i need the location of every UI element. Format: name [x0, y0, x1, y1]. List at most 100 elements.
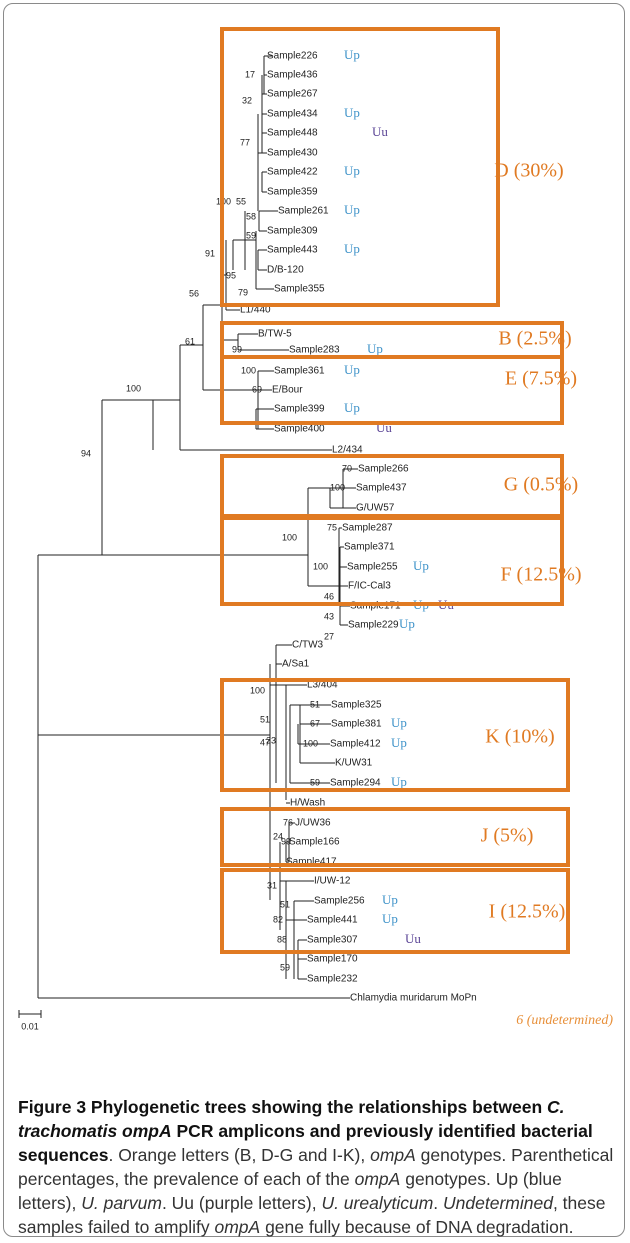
clade-box [220, 516, 564, 606]
bootstrap-value: 76 [283, 817, 293, 827]
taxon-label: Sample294 [330, 778, 381, 789]
phylogenetic-tree: Sample226 Up Sample436 Sample267 Sample434 Up… [18, 27, 613, 1031]
taxon-label: Sample170 [307, 954, 358, 965]
taxon-label: Sample436 [267, 70, 318, 81]
uu-marker: Uu [372, 124, 388, 139]
up-marker: Up [391, 715, 407, 730]
taxon-label: Sample232 [307, 974, 358, 985]
taxon-label: Sample255 [347, 562, 398, 573]
clade-label: F (12.5%) [500, 564, 581, 586]
up-marker: Up [399, 616, 415, 631]
taxon-label: Sample448 [267, 128, 318, 139]
clade-box [220, 678, 570, 792]
taxon-label: Chlamydia muridarum MoPn [350, 993, 477, 1004]
taxon-label: Sample412 [330, 739, 381, 750]
bootstrap-value: 100 [330, 482, 345, 492]
scale-label: 0.01 [21, 1021, 39, 1031]
taxon-label: C/TW3 [292, 640, 324, 651]
up-marker: Up [344, 362, 360, 377]
bootstrap-value: 51 [260, 714, 270, 724]
taxon-label: A/Sa1 [282, 659, 310, 670]
taxon-label: L3/404 [307, 680, 338, 691]
taxon-label: Sample361 [274, 366, 325, 377]
taxon-label: Sample266 [358, 464, 409, 475]
up-marker: Up [391, 735, 407, 750]
bootstrap-value: 69 [252, 384, 262, 394]
bootstrap-value: 100 [241, 365, 256, 375]
bootstrap-value: 61 [185, 336, 195, 346]
bootstrap-value: 82 [273, 914, 283, 924]
taxon-label: Sample226 [267, 51, 318, 62]
taxon-label: Sample166 [289, 837, 340, 848]
taxon-label: Sample371 [344, 542, 395, 553]
up-marker: Up [382, 911, 398, 926]
taxon-label: F/IC-Cal3 [348, 581, 391, 592]
uu-marker: Uu [405, 931, 421, 946]
clade-box [220, 355, 564, 425]
bootstrap-value: 100 [250, 685, 265, 695]
clade-label: E (7.5%) [505, 368, 577, 390]
taxon-label: Sample437 [356, 483, 407, 494]
taxon-label: Sample381 [331, 719, 382, 730]
caption-title: Figure 3 Phylogenetic trees showing the … [18, 1097, 593, 1165]
bootstrap-value: 56 [189, 288, 199, 298]
taxon-label: Sample307 [307, 935, 358, 946]
up-marker: Up [413, 558, 429, 573]
bootstrap-value: 79 [238, 287, 248, 297]
bootstrap-value: 55 [236, 196, 246, 206]
bootstrap-value: 27 [324, 631, 334, 641]
up-marker: Up [344, 241, 360, 256]
up-marker: Up [344, 202, 360, 217]
bootstrap-value: 100 [303, 738, 318, 748]
bootstrap-value: 46 [324, 591, 334, 601]
bootstrap-value: 99 [281, 836, 291, 846]
bootstrap-value: 99 [232, 344, 242, 354]
up-marker: Up [344, 47, 360, 62]
taxon-label: Sample417 [286, 857, 337, 868]
bootstrap-value: 59 [246, 230, 256, 240]
taxon-label: Sample359 [267, 187, 318, 198]
up-marker: Up [344, 163, 360, 178]
up-marker: Up [391, 774, 407, 789]
clade-label: I (12.5%) [489, 901, 566, 923]
bootstrap-value: 95 [226, 270, 236, 280]
figure-caption: Figure 3 Phylogenetic trees showing the … [18, 1097, 614, 1237]
clade-label: D (30%) [494, 160, 563, 182]
taxon-label: K/UW31 [335, 758, 373, 769]
taxon-label: Sample325 [331, 700, 382, 711]
up-marker: Up [344, 105, 360, 120]
taxon-label: E/Bour [272, 385, 303, 396]
taxon-label: H/Wash [290, 798, 325, 809]
bootstrap-value: 59 [310, 777, 320, 787]
taxon-label: Sample267 [267, 89, 318, 100]
taxon-label: L2/434 [332, 445, 363, 456]
bootstrap-value: 17 [245, 69, 255, 79]
clade-label: B (2.5%) [498, 328, 571, 350]
taxon-label: Sample229 [348, 620, 399, 631]
taxon-label: Sample443 [267, 245, 318, 256]
taxon-label: Sample434 [267, 109, 318, 120]
bootstrap-value: 24 [273, 831, 283, 841]
bootstrap-value: 88 [277, 934, 287, 944]
taxon-label: Sample309 [267, 226, 318, 237]
taxon-label: Sample441 [307, 915, 358, 926]
taxon-label: Sample283 [289, 345, 340, 356]
bootstrap-value: 91 [205, 248, 215, 258]
taxon-label: Sample355 [274, 284, 325, 295]
taxon-label: Sample261 [278, 206, 329, 217]
clade-box [220, 868, 570, 954]
bootstrap-value: 100 [313, 561, 328, 571]
bootstrap-value: 32 [242, 95, 252, 105]
bootstrap-value: 59 [280, 962, 290, 972]
taxon-label: D/B-120 [267, 265, 304, 276]
taxon-label: I/UW-12 [314, 876, 351, 887]
bootstrap-value: 23 [266, 735, 276, 745]
up-marker: Up [382, 892, 398, 907]
bootstrap-value: 67 [310, 718, 320, 728]
bootstrap-value: 70 [342, 463, 352, 473]
clade-box [220, 27, 500, 307]
taxon-label: L1/440 [240, 305, 271, 316]
taxon-label: Sample399 [274, 404, 325, 415]
bootstrap-value: 43 [324, 611, 334, 621]
bootstrap-value: 77 [240, 137, 250, 147]
